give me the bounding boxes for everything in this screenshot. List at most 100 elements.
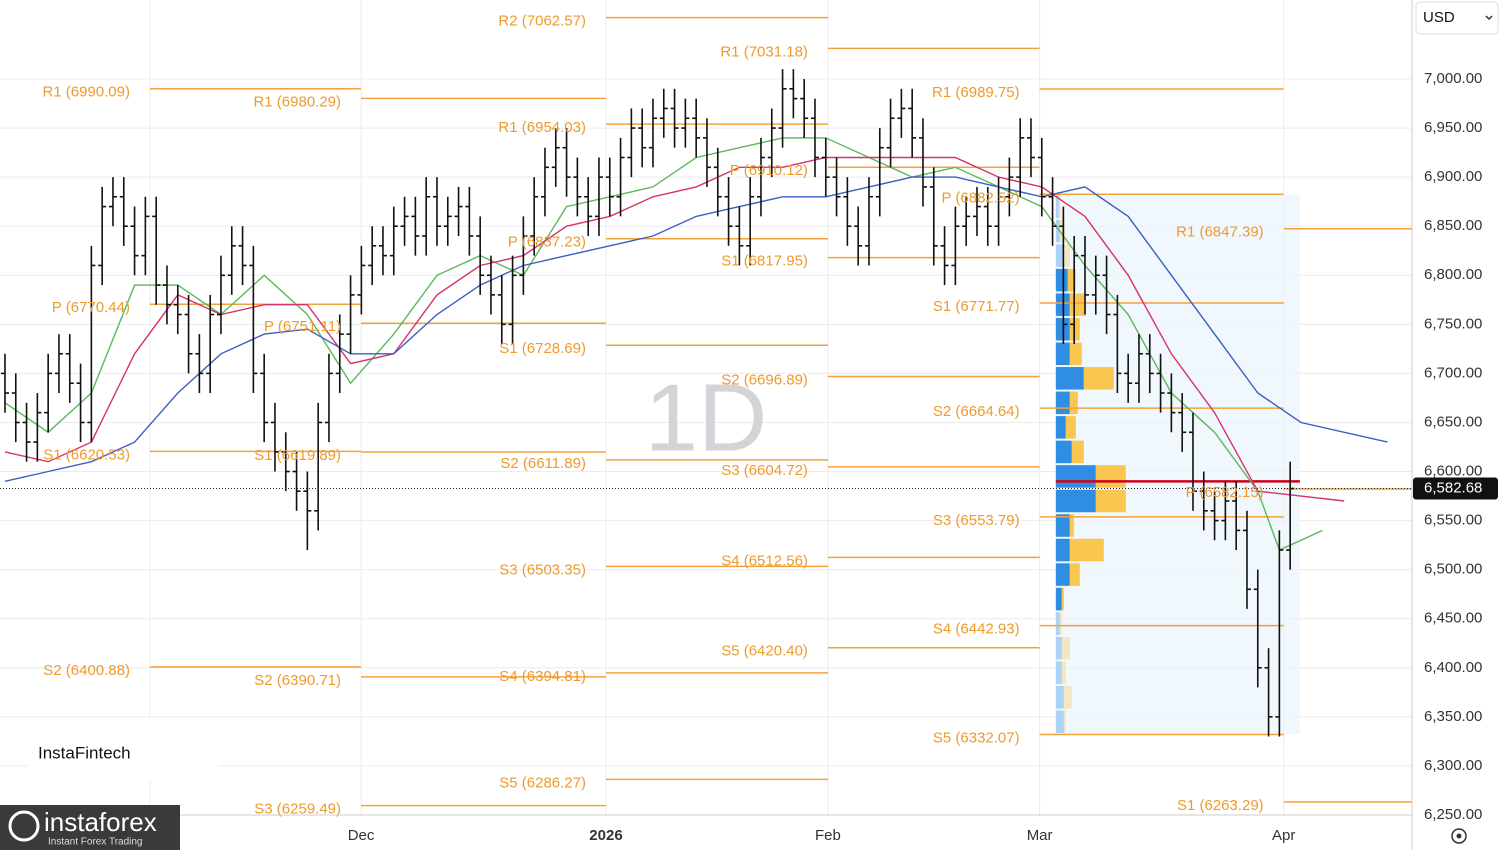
profile-sell bbox=[1069, 563, 1080, 586]
fintech-logo: InstaFintech bbox=[38, 743, 131, 762]
profile-area bbox=[1055, 194, 1300, 735]
settings-icon[interactable] bbox=[1451, 828, 1467, 844]
profile-sell bbox=[1061, 587, 1064, 611]
pivot-label: S2 (6390.71) bbox=[254, 672, 341, 689]
profile-buy bbox=[1055, 661, 1062, 684]
fintech-box bbox=[28, 718, 218, 780]
pivot-label: R2 (7062.57) bbox=[498, 13, 586, 30]
pivot-label: S1 (6619.89) bbox=[254, 447, 341, 464]
profile-sell bbox=[1095, 465, 1126, 488]
y-tick-label: 6,500.00 bbox=[1424, 561, 1482, 578]
y-tick-label: 6,300.00 bbox=[1424, 757, 1482, 774]
profile-buy bbox=[1055, 636, 1062, 660]
pivot-label: S5 (6420.40) bbox=[721, 643, 808, 660]
pivot-label: S5 (6286.27) bbox=[499, 774, 586, 791]
pivot-label: P (6770.44) bbox=[52, 299, 130, 316]
currency-box[interactable] bbox=[1415, 1, 1499, 35]
icon-dot[interactable] bbox=[1456, 833, 1462, 839]
price-tag-label: 6,582.68 bbox=[1424, 479, 1482, 496]
currency-select[interactable]: USD bbox=[1415, 1, 1499, 35]
currency-text[interactable]: USD bbox=[1423, 9, 1455, 26]
y-tick-label: 6,650.00 bbox=[1424, 413, 1482, 430]
pivot-label: S1 (6620.53) bbox=[43, 446, 130, 463]
y-tick-label: 6,900.00 bbox=[1424, 168, 1482, 185]
pivot-label: P (6910.12) bbox=[730, 162, 808, 179]
profile-sell bbox=[1069, 514, 1074, 537]
profile-buy bbox=[1055, 612, 1060, 635]
profile-buy bbox=[1055, 563, 1070, 586]
pivot-label: S1 (6817.95) bbox=[721, 253, 808, 270]
x-tick-label: Dec bbox=[348, 827, 375, 844]
profile-sell bbox=[1069, 293, 1086, 316]
pivot-label: R1 (6980.29) bbox=[253, 93, 341, 110]
pivot-label: S4 (6394.81) bbox=[499, 668, 586, 685]
x-tick-label: Mar bbox=[1027, 827, 1053, 844]
x-tick-label: Feb bbox=[815, 827, 841, 844]
pivot-label: S3 (6553.79) bbox=[933, 512, 1020, 529]
pivot-label: P (6837.23) bbox=[508, 234, 586, 251]
profile-sell bbox=[1061, 661, 1066, 684]
profile-buy bbox=[1055, 244, 1064, 267]
pivot-label: S3 (6604.72) bbox=[721, 462, 808, 479]
chevron[interactable] bbox=[1485, 15, 1493, 21]
profile-sell bbox=[1063, 685, 1072, 709]
pivot-label: S3 (6503.35) bbox=[499, 561, 586, 578]
profile-buy bbox=[1055, 489, 1096, 513]
pivot-label: S1 (6263.29) bbox=[1177, 797, 1264, 814]
profile-sell bbox=[1063, 710, 1066, 734]
profile-buy bbox=[1055, 710, 1064, 734]
pivot-label: P (6582.15) bbox=[1186, 484, 1264, 501]
moving-average bbox=[4, 176, 1388, 482]
profile-sell bbox=[1065, 416, 1076, 439]
watermark: 1D bbox=[645, 364, 768, 471]
profile-buy bbox=[1055, 538, 1070, 562]
profile-buy bbox=[1055, 685, 1064, 709]
profile-buy bbox=[1055, 219, 1060, 243]
pivot-label: S5 (6332.07) bbox=[933, 729, 1020, 746]
profile-sell bbox=[1069, 538, 1104, 562]
y-tick-label: 6,600.00 bbox=[1424, 463, 1482, 480]
plot bbox=[0, 16, 1412, 807]
pivot-label: S1 (6771.77) bbox=[933, 298, 1020, 315]
pivot-label: R1 (6847.39) bbox=[1176, 224, 1264, 241]
logo-tagline: Instant Forex Trading bbox=[48, 837, 143, 848]
profile-buy bbox=[1055, 268, 1068, 292]
x-tick-label: 2026 bbox=[589, 827, 622, 844]
icon-ring[interactable] bbox=[1451, 828, 1467, 844]
pivot-label: R1 (7031.18) bbox=[720, 43, 808, 60]
y-tick-label: 6,750.00 bbox=[1424, 315, 1482, 332]
pivot-label: S2 (6611.89) bbox=[500, 455, 586, 472]
y-tick-label: 6,450.00 bbox=[1424, 610, 1482, 627]
profile-buy bbox=[1055, 440, 1072, 464]
pivot-label: R1 (6990.09) bbox=[42, 84, 130, 101]
y-tick-label: 7,000.00 bbox=[1424, 70, 1482, 87]
y-tick-label: 6,350.00 bbox=[1424, 708, 1482, 725]
profile-buy bbox=[1055, 195, 1059, 218]
x-tick-label: Apr bbox=[1272, 827, 1295, 844]
profile-buy bbox=[1055, 416, 1066, 439]
axes: 6,250.00 6,300.00 6,350.00 6,400.00 6,450.00… bbox=[137, 70, 1498, 844]
profile-sell bbox=[1058, 195, 1061, 218]
profile-buy bbox=[1055, 391, 1070, 415]
profile-sell bbox=[1069, 391, 1078, 415]
pivot-label: R1 (6989.75) bbox=[932, 84, 1020, 101]
profile-sell bbox=[1071, 440, 1084, 464]
profile-sell bbox=[1059, 219, 1065, 243]
profile-buy bbox=[1055, 342, 1070, 366]
pivot-label: S4 (6512.56) bbox=[721, 552, 808, 569]
profile-sell bbox=[1067, 268, 1076, 292]
profile-sell bbox=[1061, 636, 1070, 660]
logo-text: instaforex bbox=[44, 807, 157, 837]
y-tick-label: 6,700.00 bbox=[1424, 364, 1482, 381]
price-tag bbox=[1413, 477, 1498, 500]
y-tick-label: 6,400.00 bbox=[1424, 659, 1482, 676]
pivot-label: S2 (6400.88) bbox=[43, 662, 130, 679]
profile-buy bbox=[1055, 587, 1062, 611]
pivot-label: P (6751.11) bbox=[264, 318, 341, 335]
y-tick-label: 6,800.00 bbox=[1424, 266, 1482, 283]
profile-sell bbox=[1069, 342, 1082, 366]
pivot-label: S3 (6259.49) bbox=[254, 801, 341, 818]
y-tick-label: 6,850.00 bbox=[1424, 217, 1482, 234]
profile-sell bbox=[1063, 244, 1070, 267]
pivot-label: P (6882.52) bbox=[941, 189, 1019, 206]
